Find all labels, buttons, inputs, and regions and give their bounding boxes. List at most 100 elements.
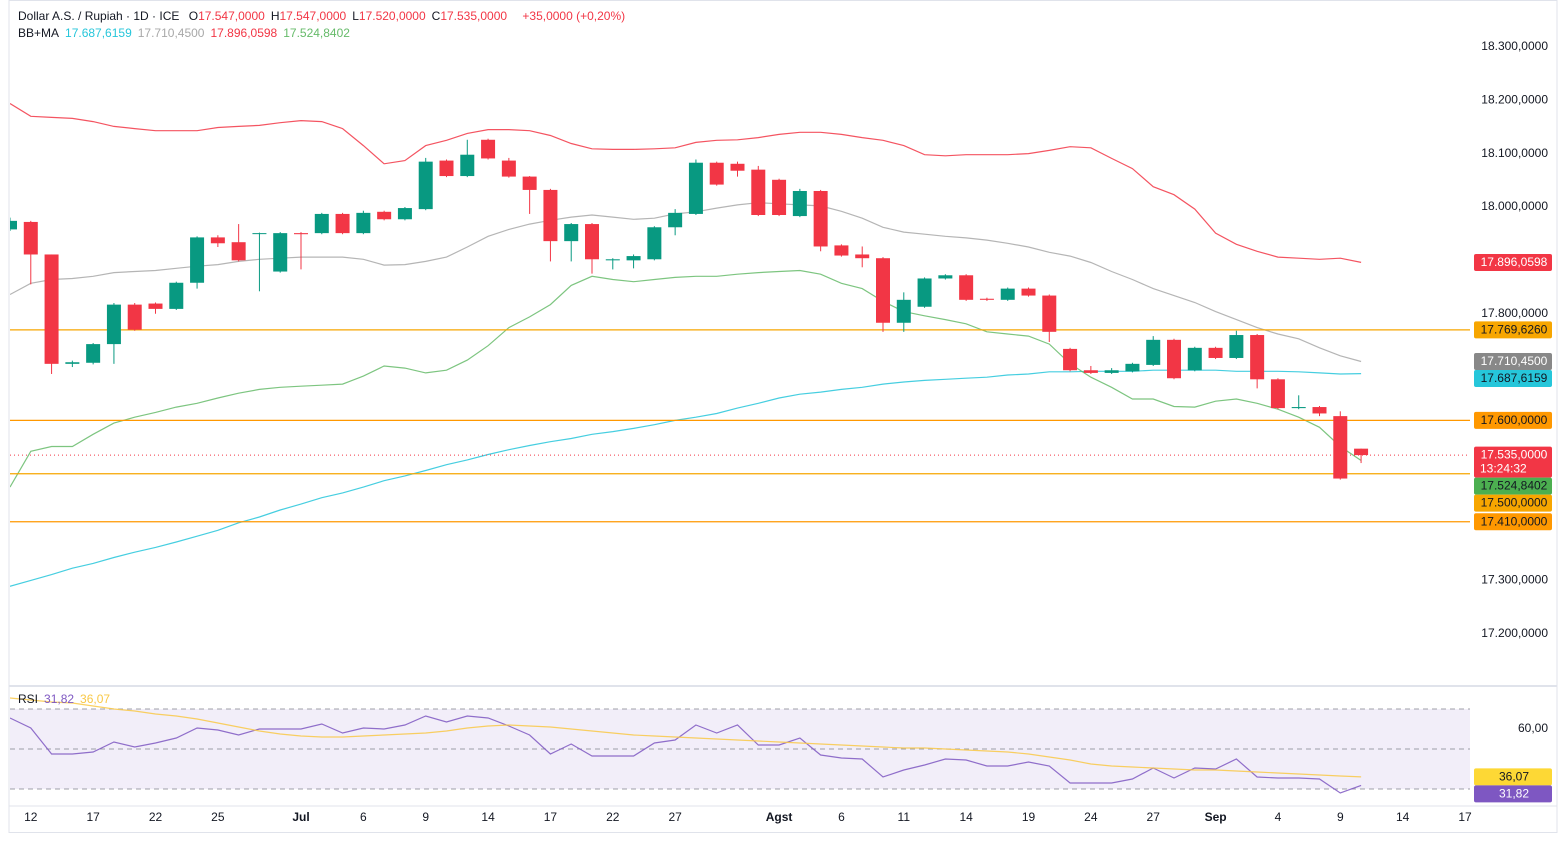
x-tick-label: Agst xyxy=(766,810,793,824)
symbol[interactable]: Dollar A.S. / Rupiah · 1D · ICE xyxy=(18,9,180,23)
candle-body xyxy=(834,245,849,256)
ohlc-value: 17.535,0000 xyxy=(440,9,508,23)
x-tick-label: 14 xyxy=(959,810,973,824)
change: +35,0000 (+0,20%) xyxy=(522,9,626,23)
candle-body xyxy=(1208,347,1223,358)
series-line xyxy=(10,269,1362,488)
candle-body xyxy=(751,169,766,215)
candle-body xyxy=(377,211,392,220)
candle-body xyxy=(1104,370,1119,373)
candle-body xyxy=(1167,339,1181,379)
y-tick-label: 18.100,0000 xyxy=(1481,146,1548,160)
y-tick-label: 17.300,0000 xyxy=(1481,573,1548,587)
price-badge xyxy=(1474,352,1552,370)
candle-body xyxy=(605,259,620,261)
y-tick-label: 18.000,0000 xyxy=(1481,199,1548,213)
candle-body xyxy=(1270,379,1285,409)
y-tick-label: 18.300,0000 xyxy=(1481,39,1548,53)
ohlc-value: 17.547,0000 xyxy=(279,9,347,23)
price-badge-label: 17.524,8402 xyxy=(1481,479,1548,493)
legend-value: 17.687,6159 xyxy=(65,26,132,40)
rsi-legend: RSI 31,82 36,07 xyxy=(18,692,116,706)
ohlc-key: L xyxy=(352,9,359,23)
candle-body xyxy=(460,154,475,177)
candle-body xyxy=(1125,363,1140,372)
x-tick-label: 6 xyxy=(360,810,367,824)
price-badge-label: 17.500,0000 xyxy=(1481,496,1548,510)
ohlc-key: O xyxy=(188,9,199,23)
x-tick-label: 12 xyxy=(24,810,38,824)
price-badge-label: 17.687,6159 xyxy=(1481,371,1548,385)
candle-body xyxy=(314,213,329,234)
legend-value: 17.896,0598 xyxy=(210,26,278,40)
price-badge xyxy=(1474,369,1552,387)
candle-body xyxy=(855,254,870,259)
candle-body xyxy=(148,303,163,309)
candle-body xyxy=(439,160,454,177)
rsi-pane xyxy=(10,697,1470,794)
candle-body xyxy=(481,139,496,159)
x-tick-label: 24 xyxy=(1084,810,1098,824)
candle-body xyxy=(335,213,350,234)
candle-body xyxy=(688,162,703,214)
x-tick-label: 27 xyxy=(1147,810,1161,824)
candle-body xyxy=(294,233,308,235)
price-badge xyxy=(1474,253,1552,271)
candle-body xyxy=(896,299,911,323)
candle-body xyxy=(772,179,787,215)
frame xyxy=(8,0,1558,833)
candle-body xyxy=(876,258,890,323)
x-tick-label: 9 xyxy=(1337,810,1344,824)
ohlc-value: 17.547,0000 xyxy=(198,9,265,23)
candle-body xyxy=(356,212,371,234)
price-pane xyxy=(10,102,1470,587)
price-badge-label: 17.769,6260 xyxy=(1481,323,1548,337)
price-badge xyxy=(1474,446,1552,478)
candle-body xyxy=(252,233,267,235)
candle-body xyxy=(1229,335,1244,358)
candle-body xyxy=(1354,448,1369,456)
y-tick-label: 17.200,0000 xyxy=(1481,626,1548,640)
candle-body xyxy=(813,190,828,247)
candle-body xyxy=(1187,347,1202,371)
candle-body xyxy=(86,344,101,363)
legend-value: 17.524,8402 xyxy=(283,26,350,40)
x-tick-label: 19 xyxy=(1022,810,1036,824)
legend-name: BB+MA xyxy=(18,26,60,40)
candle-body xyxy=(938,275,953,279)
symbol-legend: Dollar A.S. / Rupiah · 1D · ICE O17.547,… xyxy=(18,9,631,23)
candle-body xyxy=(709,162,724,185)
candle-body xyxy=(959,275,974,300)
price-badge-label: 17.535,0000 xyxy=(1481,448,1548,462)
price-badge xyxy=(1474,768,1552,786)
countdown: 13:24:32 xyxy=(1480,462,1527,476)
y-tick-label: 17.800,0000 xyxy=(1481,306,1548,320)
price-badge-label: 17.410,0000 xyxy=(1481,514,1548,528)
x-tick-label: 22 xyxy=(149,810,163,824)
ohlc-key: H xyxy=(270,9,280,23)
series-line xyxy=(10,697,1362,778)
candle-body xyxy=(44,254,59,364)
candle-body xyxy=(23,221,38,255)
ohlc-key: C xyxy=(431,9,441,23)
legend-name: RSI xyxy=(18,692,39,706)
legend-value: 17.710,4500 xyxy=(137,26,205,40)
price-badge-label: 31,82 xyxy=(1499,787,1529,801)
x-tick-label: 9 xyxy=(422,810,429,824)
candle-body xyxy=(1021,288,1036,296)
indicator-legend: BB+MA 17.687,6159 17.710,4500 17.896,0598 17… xyxy=(18,26,356,40)
candle-body xyxy=(792,190,807,217)
x-tick-label: 17 xyxy=(544,810,558,824)
candle-body xyxy=(1000,288,1015,300)
candle-body xyxy=(169,282,184,309)
price-badge-label: 17.600,0000 xyxy=(1481,413,1548,427)
x-tick-label: 11 xyxy=(898,810,911,824)
candle-body xyxy=(522,176,537,190)
candle-body xyxy=(1042,295,1057,332)
candle-body xyxy=(585,224,599,260)
candle-body xyxy=(418,161,433,210)
price-badge-label: 17.896,0598 xyxy=(1481,255,1548,269)
candle-body xyxy=(1083,370,1098,373)
candle-body xyxy=(564,224,579,242)
